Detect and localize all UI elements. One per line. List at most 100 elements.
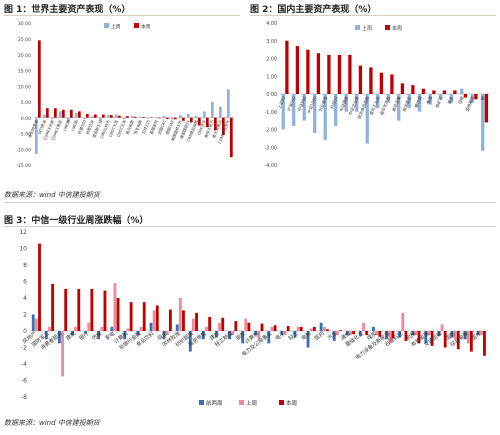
y-tick-label: 3.00: [266, 39, 277, 45]
category-label: 白银: [456, 95, 465, 105]
figure3-source: 数据来源：wind 中信建投期货: [4, 419, 100, 427]
bar-3: [273, 325, 277, 331]
y-tick-label: -4.00: [265, 163, 277, 169]
bar-2: [54, 108, 57, 118]
y-tick-label: -3.00: [265, 145, 277, 151]
category-label: 欧元兑美元: [211, 119, 223, 139]
bar-2: [453, 331, 457, 340]
y-tick-label: -1.00: [265, 110, 277, 116]
category-label: 美元指数: [125, 119, 135, 135]
category-label: CBOT大豆: [108, 119, 119, 138]
bar-3: [443, 331, 447, 348]
bar-1: [147, 117, 150, 119]
bar-3: [456, 331, 460, 350]
bar-2: [414, 331, 418, 336]
bar-3: [51, 283, 55, 331]
y-tick-label: -4: [21, 361, 27, 368]
bar-3: [430, 331, 434, 346]
bar-2: [218, 322, 221, 331]
bar-1: [75, 112, 78, 118]
bar-2: [362, 322, 365, 331]
bar-3: [417, 331, 421, 344]
bar-3: [391, 331, 395, 339]
category-label: LME铜: [62, 119, 71, 132]
bar-2: [244, 318, 248, 331]
bar-2: [113, 283, 117, 331]
bar-1: [254, 331, 258, 336]
bar-1: [123, 331, 127, 340]
bar-2: [87, 322, 91, 331]
bar-1: [398, 331, 402, 338]
bar-2: [375, 331, 379, 336]
bar-1: [376, 94, 380, 109]
y-tick-label: 8: [23, 262, 27, 269]
bar-2: [126, 116, 129, 118]
bar-1: [107, 115, 110, 118]
bar-2: [192, 318, 195, 331]
y-tick-label: 15.00: [18, 69, 31, 75]
bar-1: [43, 114, 46, 118]
bar-2: [285, 40, 289, 94]
legend-label: 上周: [111, 23, 121, 30]
bar-1: [215, 331, 218, 338]
bar-1: [385, 331, 388, 340]
bar-2: [46, 108, 49, 118]
bar-2: [306, 49, 310, 94]
bar-1: [323, 94, 327, 141]
figure3-title-rule: [4, 226, 496, 227]
bar-2: [174, 117, 177, 120]
bar-1: [355, 94, 359, 112]
bar-1: [91, 116, 94, 118]
category-label: 英国富时: [149, 119, 159, 135]
bar-3: [142, 302, 146, 331]
category-label: 南华金属: [390, 95, 402, 112]
bar-2: [190, 117, 193, 123]
bar-2: [134, 116, 137, 118]
bar-2: [369, 67, 373, 94]
bar-1: [219, 106, 222, 118]
bar-1: [463, 331, 467, 340]
figure2-title: 图 2：国内主要资产表现（%）: [250, 5, 377, 15]
bar-2: [479, 331, 483, 336]
y-tick-label: 5.00: [21, 100, 31, 106]
bar-1: [195, 116, 198, 118]
category-label: LME铝: [70, 119, 79, 132]
y-tick-label: 25.00: [18, 37, 31, 43]
bar-2: [61, 331, 64, 377]
bar-1: [345, 331, 349, 336]
bar-1: [97, 331, 101, 340]
bar-2: [222, 117, 225, 136]
bar-1: [59, 111, 62, 118]
top-section-rule: [4, 202, 496, 203]
domestic-assets-chart: -4.00 -3.00 -2.00 -1.00 0.00 1.00 2.00 3.00 4.00…: [265, 21, 490, 169]
bar-2: [198, 117, 201, 126]
bar-2: [102, 114, 105, 118]
bar-2: [335, 331, 339, 336]
bar-1: [51, 117, 54, 120]
bar-1: [201, 331, 205, 340]
y-tick-label: 0.00: [266, 92, 277, 98]
y-tick-label: -6: [21, 378, 27, 385]
bar-2: [62, 109, 65, 118]
bar-3: [312, 326, 316, 331]
legend-swatch: [134, 23, 139, 28]
bar-2: [337, 54, 342, 94]
bar-1: [313, 94, 317, 134]
bar-1: [83, 117, 86, 120]
bar-1: [481, 94, 485, 151]
y-tick-label: 10.00: [18, 84, 31, 90]
bar-1: [418, 94, 422, 112]
bar-3: [286, 326, 290, 331]
bar-2: [94, 114, 97, 118]
bar-3: [77, 288, 81, 331]
category-label: 德国DAX: [164, 119, 175, 136]
bar-1: [344, 94, 348, 112]
y-tick-label: 20.00: [18, 53, 31, 59]
bar-2: [309, 328, 313, 331]
bar-1: [428, 94, 432, 105]
bar-2: [110, 115, 113, 118]
bar-1: [163, 116, 166, 118]
bar-2: [100, 326, 104, 331]
y-tick-label: 30.00: [18, 21, 31, 27]
bar-2: [411, 85, 415, 94]
